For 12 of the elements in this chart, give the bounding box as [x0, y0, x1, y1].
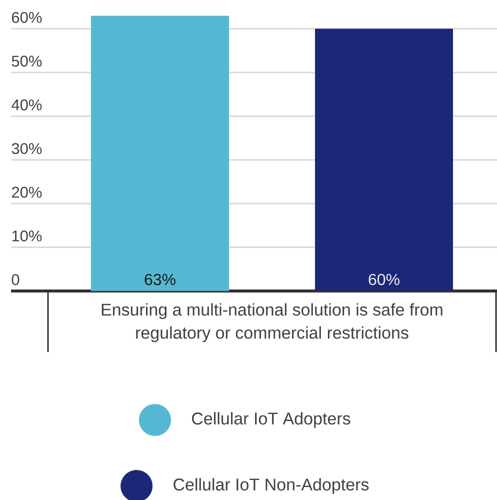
y-tick-label: 20% — [12, 186, 42, 198]
y-tick-label: 50% — [12, 56, 42, 67]
y-tick-label: 10% — [12, 230, 42, 242]
y-tick-label: 40% — [12, 99, 42, 110]
y-tick-label: 60% — [12, 12, 42, 23]
y-tick-label: 30% — [12, 143, 42, 154]
legend-label: Cellular IoT Non-Adopters — [174, 478, 369, 494]
data-label: 63% — [144, 274, 176, 286]
data-label: 60% — [368, 274, 400, 286]
x-tick-label: Ensuring a multi-national solution is safe from regulatory or commercial restrictions — [102, 303, 442, 342]
y-tick-label: 0 — [12, 274, 20, 286]
legend-label: Cellular IoT Adopters — [192, 412, 350, 428]
